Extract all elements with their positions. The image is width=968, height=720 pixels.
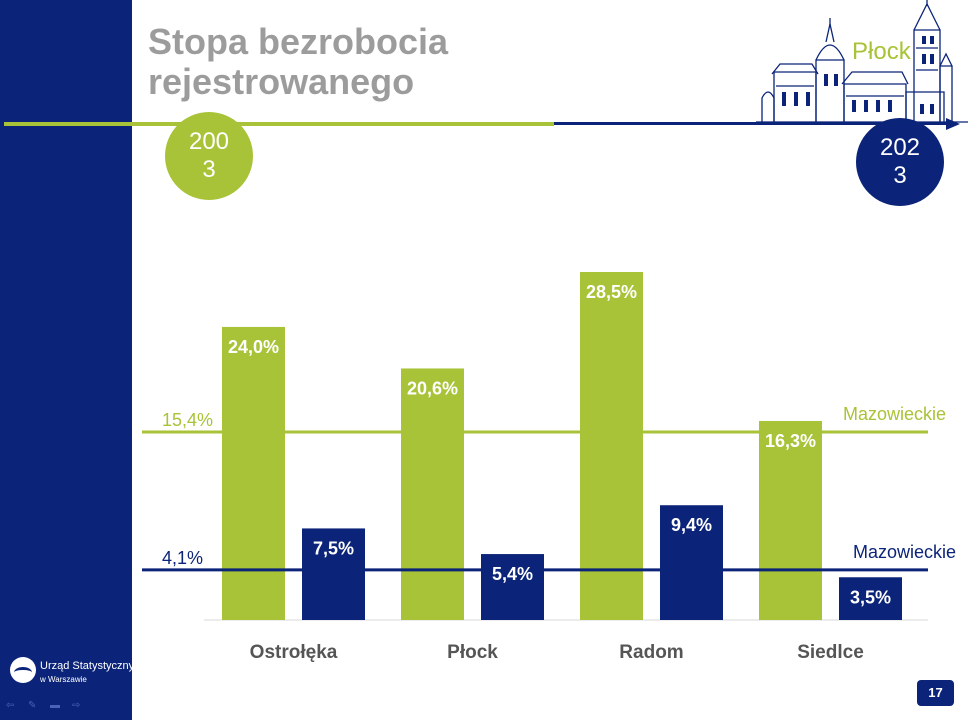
city-label: Płock	[852, 38, 911, 65]
bar-2023-0	[302, 528, 365, 620]
bar-2003-0	[222, 326, 285, 620]
reference-name-1: Mazowieckie	[853, 542, 956, 562]
bar-value-label-2023-2: 9,4%	[671, 515, 712, 535]
year-start-text: 200 3	[188, 128, 230, 183]
bar-value-label-2023-0: 7,5%	[313, 538, 354, 558]
prev-slide-icon[interactable]: ⇦	[6, 700, 15, 711]
year-end-text: 202 3	[879, 134, 921, 189]
bar-value-label-2023-1: 5,4%	[492, 564, 533, 584]
bar-2023-1	[481, 554, 544, 620]
timeline-green	[4, 122, 554, 126]
cathedral-icon	[756, 0, 968, 123]
reference-value-0: 15,4%	[162, 410, 213, 430]
year-badge-end: 202 3	[856, 118, 944, 206]
bar-2023-3	[839, 577, 902, 620]
next-slide-icon[interactable]: ⇨	[72, 700, 81, 711]
sidebar: Urząd Statystyczny w Warszawie ⇦ ✎ ▬ ⇨	[0, 0, 135, 720]
bar-value-label-2003-0: 24,0%	[228, 337, 279, 357]
logo-name: Urząd Statystyczny	[40, 660, 135, 672]
reference-value-1: 4,1%	[162, 548, 203, 568]
bar-value-label-2023-3: 3,5%	[850, 587, 891, 607]
bar-value-label-2003-2: 28,5%	[586, 282, 637, 302]
title-line-1: Stopa bezrobocia	[148, 21, 449, 62]
title-line-2: rejestrowanego	[148, 61, 415, 102]
bar-2003-1	[401, 368, 464, 620]
category-label-0: Ostrołęka	[250, 642, 338, 663]
slide-title: Stopa bezrobocia rejestrowanego	[148, 22, 448, 102]
reference-name-0: Mazowieckie	[843, 404, 946, 424]
year-badge-start: 200 3	[165, 112, 253, 200]
pen-icon[interactable]: ✎	[28, 700, 37, 711]
menu-icon[interactable]: ▬	[50, 700, 60, 711]
logo: Urząd Statystyczny w Warszawie	[6, 655, 135, 691]
bar-2003-3	[759, 420, 822, 620]
logo-emblem-icon	[10, 657, 36, 683]
bar-value-label-2003-1: 20,6%	[407, 378, 458, 398]
category-label-2: Radom	[619, 642, 683, 663]
bar-2003-2	[580, 272, 643, 620]
bar-2023-2	[660, 505, 723, 620]
timeline-navy	[554, 122, 948, 125]
logo-subtitle: w Warszawie	[40, 675, 87, 684]
timeline-arrow-icon	[946, 118, 960, 130]
page-number: 17	[917, 680, 954, 706]
category-label-1: Płock	[447, 642, 498, 663]
category-label-3: Siedlce	[797, 642, 864, 663]
bar-value-label-2003-3: 16,3%	[765, 431, 816, 451]
